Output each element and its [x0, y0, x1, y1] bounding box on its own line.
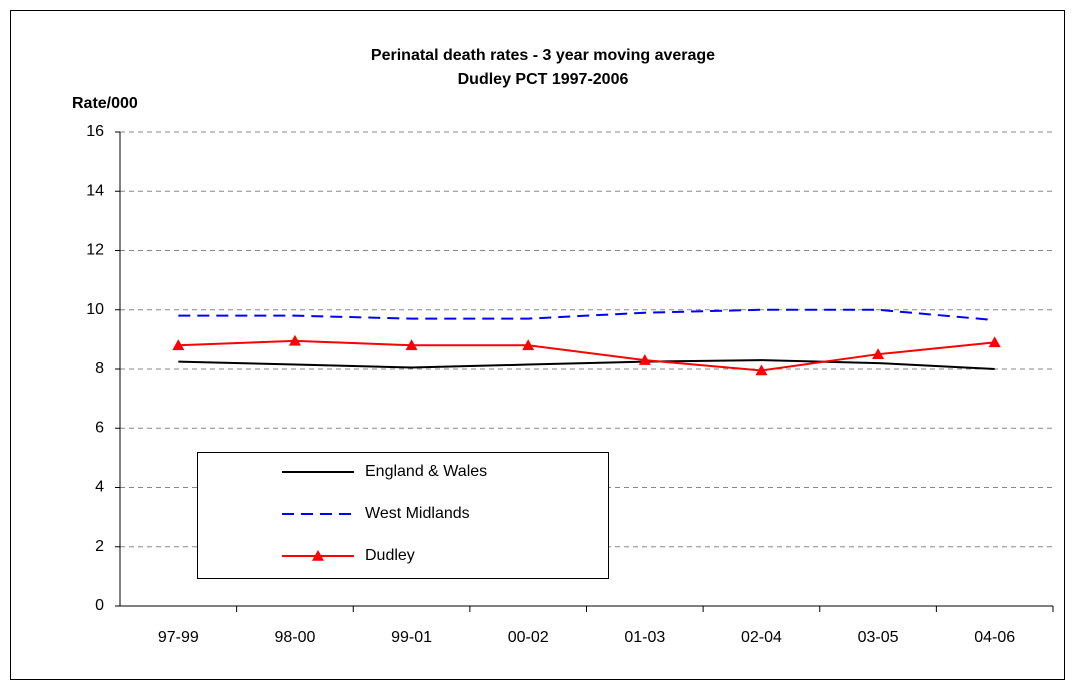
series-line	[178, 359, 995, 370]
data-marker	[755, 364, 768, 376]
legend-box	[197, 452, 609, 579]
data-marker	[288, 334, 301, 346]
x-tick-label: 99-01	[391, 629, 432, 646]
y-tick-label: 6	[95, 419, 104, 436]
x-tick-label: 00-02	[508, 629, 549, 646]
x-tick-label: 04-06	[974, 629, 1015, 646]
data-marker	[522, 339, 535, 351]
chart-border	[10, 10, 1065, 680]
data-marker	[638, 354, 651, 365]
data-marker	[172, 339, 185, 351]
legend-label: England & Wales	[365, 463, 487, 480]
y-tick-label: 4	[95, 479, 104, 496]
legend-marker	[312, 550, 324, 561]
series-line	[178, 308, 995, 322]
y-tick-label: 2	[95, 538, 104, 555]
x-tick-label: 03-05	[858, 629, 899, 646]
legend-label: West Midlands	[365, 505, 470, 522]
chart-subtitle: Dudley PCT 1997-2006	[458, 71, 629, 88]
y-axis-label: Rate/000	[72, 95, 138, 112]
x-tick-label: 97-99	[158, 629, 199, 646]
data-marker	[405, 339, 418, 351]
x-tick-label: 02-04	[741, 629, 782, 646]
y-tick-label: 12	[86, 242, 104, 259]
chart-title: Perinatal death rates - 3 year moving av…	[371, 47, 715, 64]
x-tick-label: 01-03	[624, 629, 665, 646]
y-tick-label: 8	[95, 360, 104, 377]
y-tick-label: 10	[86, 301, 104, 318]
data-marker	[988, 336, 1001, 348]
x-tick-label: 98-00	[274, 629, 315, 646]
data-marker	[872, 348, 885, 359]
y-tick-label: 0	[95, 597, 104, 614]
series-line	[178, 339, 995, 372]
y-tick-label: 16	[86, 123, 104, 140]
y-tick-label: 14	[86, 182, 104, 199]
legend-label: Dudley	[365, 547, 415, 564]
